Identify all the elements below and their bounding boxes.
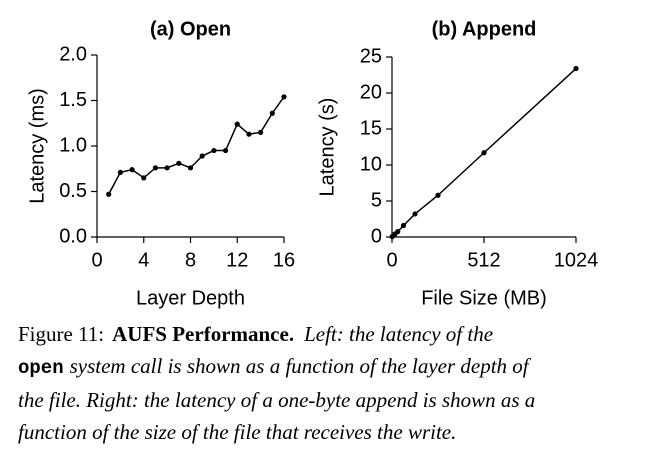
x-tick-label: 512 (467, 249, 500, 271)
y-tick-label: 15 (360, 117, 382, 139)
data-point (129, 167, 135, 173)
caption-line: open system call is shown as a function o… (18, 350, 648, 384)
data-point (573, 65, 579, 72)
data-point (412, 211, 418, 217)
data-line (108, 96, 285, 195)
y-tick-label: 5 (371, 189, 382, 211)
data-point (106, 191, 112, 197)
y-axis-label: Latency (ms) (26, 88, 48, 204)
data-point (222, 147, 229, 154)
data-point (481, 150, 487, 156)
caption-title: AUFS Performance. (112, 322, 295, 346)
data-point (395, 229, 401, 235)
data-point (400, 222, 407, 229)
x-tick-label: 1024 (554, 249, 599, 271)
data-point (164, 165, 170, 171)
y-tick-label: 2.0 (59, 43, 87, 65)
y-tick-label: 25 (360, 45, 382, 67)
data-point (258, 129, 264, 135)
x-tick-label: 4 (138, 249, 149, 271)
chart-title: (b) Append (432, 18, 537, 40)
y-tick-label: 1.0 (59, 134, 87, 156)
y-tick-label: 0 (371, 225, 382, 247)
y-tick-label: 0.0 (59, 225, 87, 247)
data-point (199, 153, 205, 159)
caption-label: Figure 11: (18, 322, 105, 346)
y-axis-label: Latency (s) (316, 98, 338, 197)
caption-text: Left: the latency of the (304, 322, 494, 346)
y-tick-label: 0.5 (59, 180, 87, 202)
data-point (435, 192, 441, 198)
caption-code: open (18, 357, 64, 379)
caption-text: the file. Right: the latency of a one-by… (18, 388, 536, 412)
x-tick-label: 12 (226, 249, 248, 271)
data-point (211, 147, 217, 154)
data-point (187, 165, 194, 171)
y-tick-label: 1.5 (59, 89, 87, 111)
figure: (a) Open Layer Depth Latency (ms) 0.0 0.5 1.0… (26, 18, 599, 309)
data-point (141, 175, 147, 181)
x-tick-label: 8 (185, 249, 196, 271)
caption-text: system call is shown as a function of th… (69, 354, 529, 378)
y-tick-label: 10 (360, 153, 382, 175)
chart-title: (a) Open (150, 18, 231, 40)
caption-text: function of the size of the file that re… (18, 420, 457, 444)
x-tick-label: 0 (386, 249, 397, 271)
y-tick-label: 20 (360, 81, 382, 103)
x-tick-label: 16 (273, 249, 295, 271)
x-tick-label: 0 (91, 249, 102, 271)
x-axis-label: Layer Depth (136, 287, 245, 309)
data-point (269, 110, 275, 116)
data-point (281, 94, 287, 100)
data-point (176, 160, 182, 166)
caption: Figure 11: AUFS Performance. Left: the lat… (18, 318, 648, 448)
x-axis-label: File Size (MB) (421, 287, 547, 309)
data-point (152, 165, 159, 171)
data-point (117, 169, 123, 175)
data-point (246, 131, 252, 137)
caption-line: Figure 11: AUFS Performance. Left: the lat… (18, 318, 648, 350)
data-point (234, 121, 240, 127)
